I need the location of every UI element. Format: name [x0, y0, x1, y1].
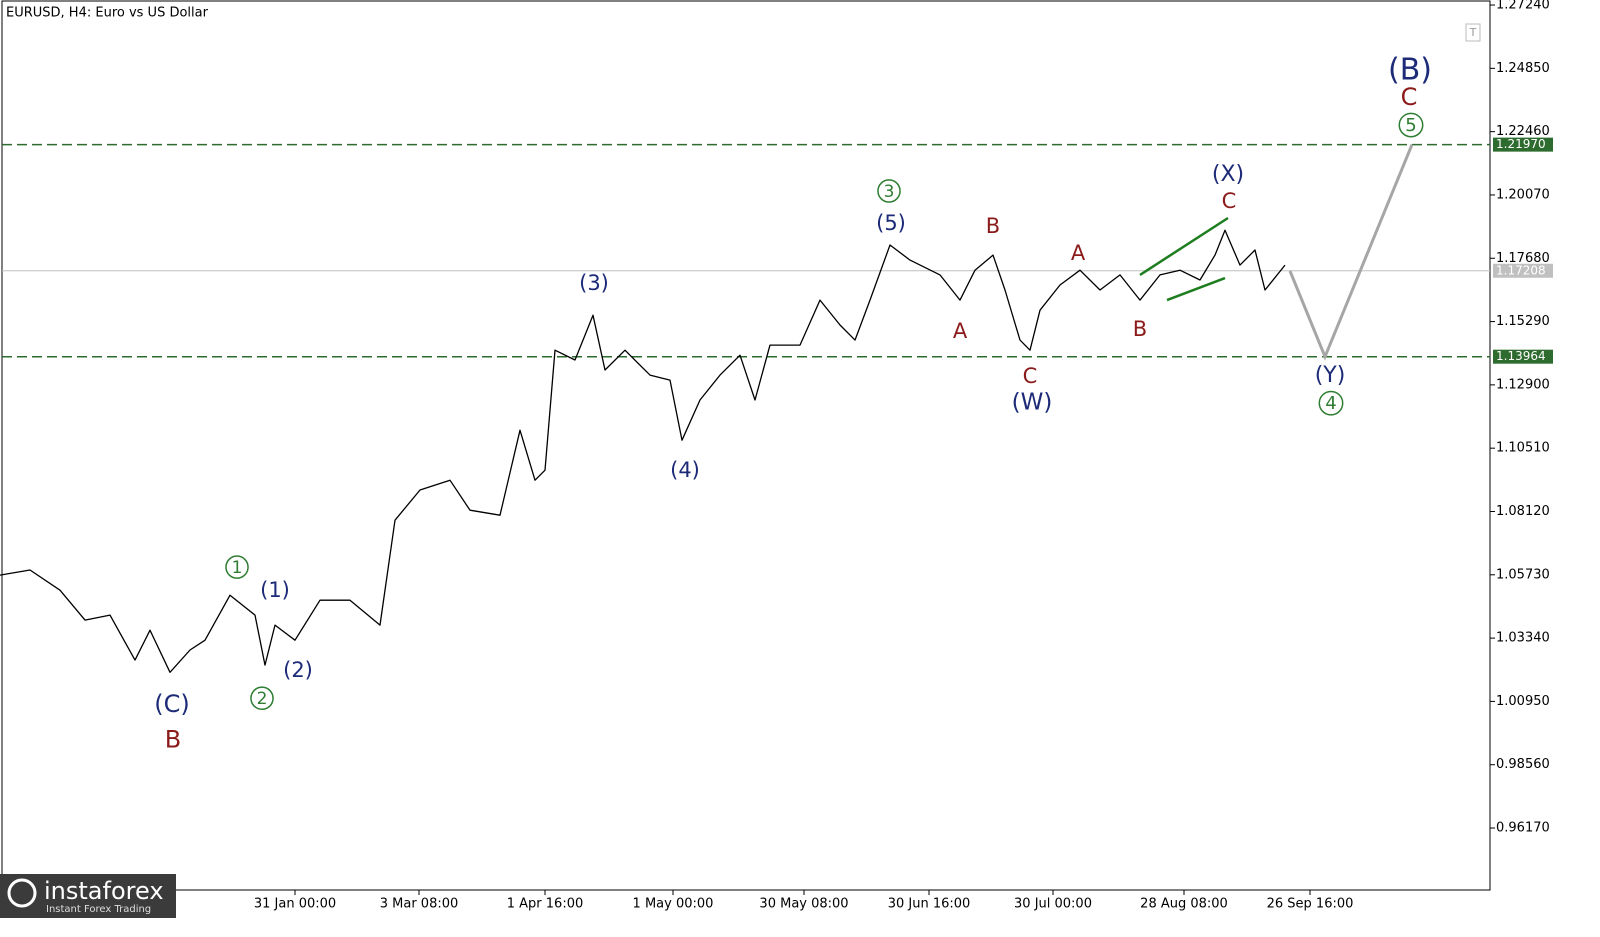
x-tick-label: 3 Mar 08:00 [380, 897, 459, 912]
wave-label: B [165, 725, 181, 753]
y-tick-label: 1.15290 [1496, 314, 1550, 329]
wave-label: C [1023, 364, 1038, 388]
watermark: instaforex Instant Forex Trading [0, 874, 176, 918]
y-tick-label: 0.98560 [1496, 757, 1550, 772]
x-tick-label: 30 Jul 00:00 [1014, 897, 1092, 912]
wave-label: A [953, 319, 968, 343]
x-tick-label: 1 Apr 16:00 [507, 897, 584, 912]
wave-circle [225, 555, 249, 579]
x-tick-label: 31 Jan 00:00 [254, 897, 336, 912]
wave-label: 2 [257, 689, 268, 709]
level-label: 1.21970 [1496, 137, 1546, 151]
toolbar-button[interactable] [1465, 23, 1481, 42]
level-label-box [1493, 137, 1553, 152]
chart-title: EURUSD, H4: Euro vs US Dollar [6, 6, 209, 21]
wave-label: (5) [876, 211, 906, 235]
wave-label: C [1401, 83, 1418, 111]
wave-label: (X) [1212, 162, 1244, 187]
trend-line [1166, 276, 1226, 302]
y-tick-label: 1.24850 [1496, 61, 1550, 76]
level-label-box [1493, 263, 1553, 278]
y-tick-label: 1.03340 [1496, 631, 1550, 646]
plot-frame [1, 0, 1491, 891]
wave-label: 4 [1325, 393, 1336, 414]
x-tick-label: 1 May 00:00 [633, 897, 714, 912]
wave-label: 1 [232, 558, 243, 578]
toolbar-icon[interactable]: T [1469, 26, 1477, 39]
wave-label: (Y) [1315, 363, 1346, 388]
level-label-box [1493, 349, 1553, 364]
y-tick-label: 0.96170 [1496, 821, 1550, 836]
y-tick-label: 1.12900 [1496, 377, 1550, 392]
wave-label: (1) [260, 578, 290, 602]
y-tick-label: 1.27240 [1496, 0, 1550, 13]
wave-label: (B) [1388, 52, 1432, 87]
y-tick-label: 1.17680 [1496, 251, 1550, 266]
wave-circle [1318, 390, 1344, 416]
y-tick-label: 1.00950 [1496, 694, 1550, 709]
trend-line [1139, 216, 1229, 276]
wave-label: B [986, 214, 1000, 238]
y-tick-label: 1.05730 [1496, 567, 1550, 582]
wave-label: 3 [884, 182, 895, 202]
wave-circle [250, 686, 274, 711]
wave-label: B [1133, 317, 1147, 341]
level-label: 1.17208 [1496, 263, 1546, 277]
wave-circle [1398, 112, 1424, 138]
wave-label: (C) [154, 690, 189, 718]
y-tick-label: 1.10510 [1496, 441, 1550, 456]
wave-label: A [1071, 241, 1086, 265]
wave-label: (4) [670, 458, 700, 482]
x-tick-label: 28 Aug 08:00 [1140, 897, 1228, 912]
logo-icon [7, 878, 37, 908]
projection-line [1288, 144, 1414, 361]
logo-name: instaforex [44, 877, 164, 905]
wave-label: (3) [579, 271, 609, 295]
wave-label: (2) [283, 658, 313, 682]
y-tick-label: 1.20070 [1496, 187, 1550, 202]
price-line [0, 229, 1286, 673]
x-tick-label: 26 Sep 16:00 [1267, 897, 1354, 912]
wave-label: (W) [1012, 390, 1053, 416]
wave-label: C [1222, 189, 1237, 213]
wave-label: 5 [1405, 115, 1416, 136]
level-label: 1.13964 [1496, 349, 1546, 363]
wave-circle [877, 179, 901, 203]
x-tick-label: 30 May 08:00 [759, 897, 848, 912]
logo-tagline: Instant Forex Trading [46, 904, 151, 915]
y-tick-label: 1.22460 [1496, 124, 1550, 139]
x-tick-label: 30 Jun 16:00 [888, 897, 971, 912]
y-tick-label: 1.08120 [1496, 504, 1550, 519]
